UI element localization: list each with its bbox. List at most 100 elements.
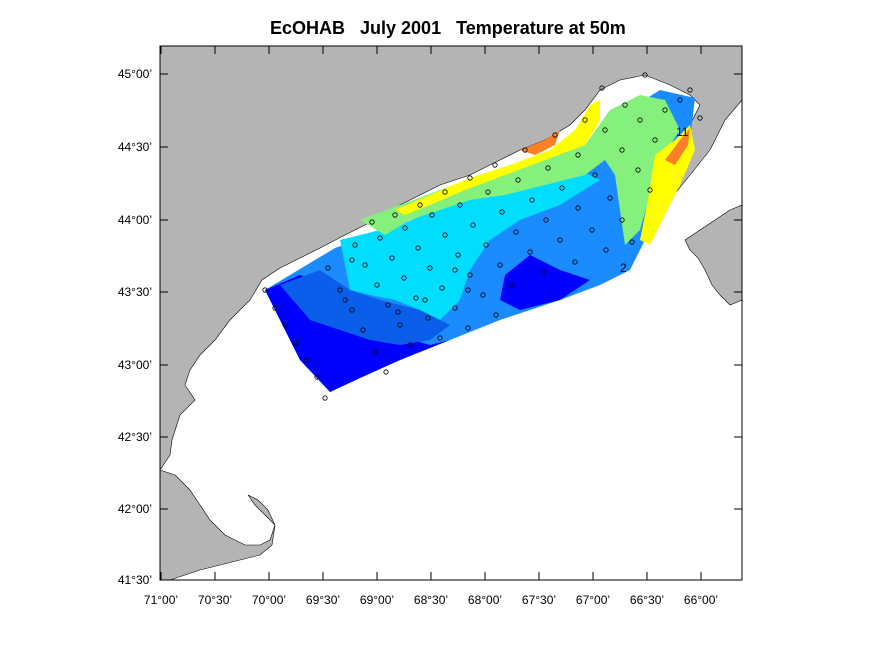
station-marker: [369, 219, 375, 225]
station-marker: [543, 217, 549, 223]
y-tick-label: 42°00’: [118, 502, 152, 516]
y-tick-label: 44°30’: [118, 140, 152, 154]
station-marker: [497, 262, 503, 268]
station-marker: [677, 97, 683, 103]
station-marker: [349, 257, 355, 263]
x-tick-label: 70°30’: [198, 593, 232, 607]
contour-band-4: [395, 100, 600, 215]
station-marker: [349, 307, 355, 313]
station-marker: [377, 235, 383, 241]
station-marker: [282, 322, 288, 328]
contour-band-0b: [500, 255, 590, 310]
station-marker: [457, 202, 463, 208]
station-marker: [392, 212, 398, 218]
station-marker: [325, 265, 331, 271]
x-tick-label: 71°00’: [144, 593, 178, 607]
station-marker: [513, 229, 519, 235]
x-tick-label: 69°30’: [306, 593, 340, 607]
station-marker: [637, 117, 643, 123]
x-tick-label: 70°00’: [252, 593, 286, 607]
x-tick-label: 66°00’: [684, 593, 718, 607]
station-marker: [452, 267, 458, 273]
station-marker: [467, 175, 473, 181]
station-marker: [374, 282, 380, 288]
station-marker: [635, 167, 641, 173]
y-tick-label: 41°30’: [118, 573, 152, 587]
station-marker: [485, 189, 491, 195]
contour-band-5: [520, 130, 560, 155]
station-marker: [522, 147, 528, 153]
land-nova-scotia: [684, 204, 743, 306]
y-tick-label: 42°30’: [118, 430, 152, 444]
station-marker: [697, 115, 703, 121]
station-marker: [422, 297, 428, 303]
station-marker: [385, 302, 391, 308]
station-marker: [662, 107, 668, 113]
contour-band-2: [340, 170, 600, 320]
x-axis: 71°00’ 70°30’ 70°00’ 69°30’ 69°00’ 68°30’ 68°0…: [144, 46, 718, 607]
station-marker: [429, 212, 435, 218]
station-marker: [619, 217, 625, 223]
station-marker: [629, 239, 635, 245]
station-marker: [470, 222, 476, 228]
x-tick-label: 69°00’: [360, 593, 394, 607]
station-marker: [552, 132, 558, 138]
station-marker: [362, 262, 368, 268]
stations: [262, 72, 703, 401]
station-marker: [509, 282, 515, 288]
station-marker: [455, 252, 461, 258]
station-marker: [293, 340, 299, 346]
station-marker: [541, 269, 547, 275]
station-marker: [607, 195, 613, 201]
station-marker: [465, 287, 471, 293]
station-marker: [647, 187, 653, 193]
station-marker: [545, 165, 551, 171]
station-marker: [592, 172, 598, 178]
station-marker: [603, 247, 609, 253]
station-marker: [322, 395, 328, 401]
station-marker: [372, 349, 378, 355]
y-tick-label: 44°00’: [118, 213, 152, 227]
station-marker: [572, 259, 578, 265]
y-tick-label: 43°30’: [118, 285, 152, 299]
station-marker: [493, 312, 499, 318]
station-marker: [480, 292, 486, 298]
x-tick-label: 67°00’: [576, 593, 610, 607]
station-marker: [467, 272, 473, 278]
station-marker: [383, 369, 389, 375]
x-tick-label: 68°30’: [414, 593, 448, 607]
station-marker: [401, 275, 407, 281]
y-tick-label: 43°00’: [118, 358, 152, 372]
station-marker: [687, 87, 693, 93]
station-marker: [407, 342, 413, 348]
station-marker: [529, 197, 535, 203]
contour-band-mid: [280, 270, 450, 345]
contour-band-5b: [665, 128, 690, 165]
station-marker: [342, 297, 348, 303]
station-marker: [337, 287, 343, 293]
station-marker: [452, 305, 458, 311]
station-marker: [402, 225, 408, 231]
station-marker: [437, 335, 443, 341]
station-marker: [442, 189, 448, 195]
y-axis: 45°00’ 44°30’ 44°00’ 43°30’ 43°00’ 42°30’ 42°0…: [118, 67, 742, 587]
station-marker: [413, 295, 419, 301]
station-marker: [575, 205, 581, 211]
station-marker: [557, 237, 563, 243]
station-marker: [589, 227, 595, 233]
land-massachusetts: [159, 469, 276, 581]
station-marker: [619, 147, 625, 153]
station-marker: [652, 137, 658, 143]
station-marker: [622, 102, 628, 108]
station-marker: [417, 202, 423, 208]
plot-frame: [159, 45, 743, 581]
y-tick-label: 45°00’: [118, 67, 152, 81]
station-marker: [582, 117, 588, 123]
contour-field: 2 11: [265, 90, 695, 392]
station-marker: [303, 357, 309, 363]
contour-label: 11: [676, 125, 689, 139]
x-tick-label: 68°00’: [468, 593, 502, 607]
station-marker: [642, 72, 648, 78]
station-marker: [395, 309, 401, 315]
station-marker: [515, 177, 521, 183]
